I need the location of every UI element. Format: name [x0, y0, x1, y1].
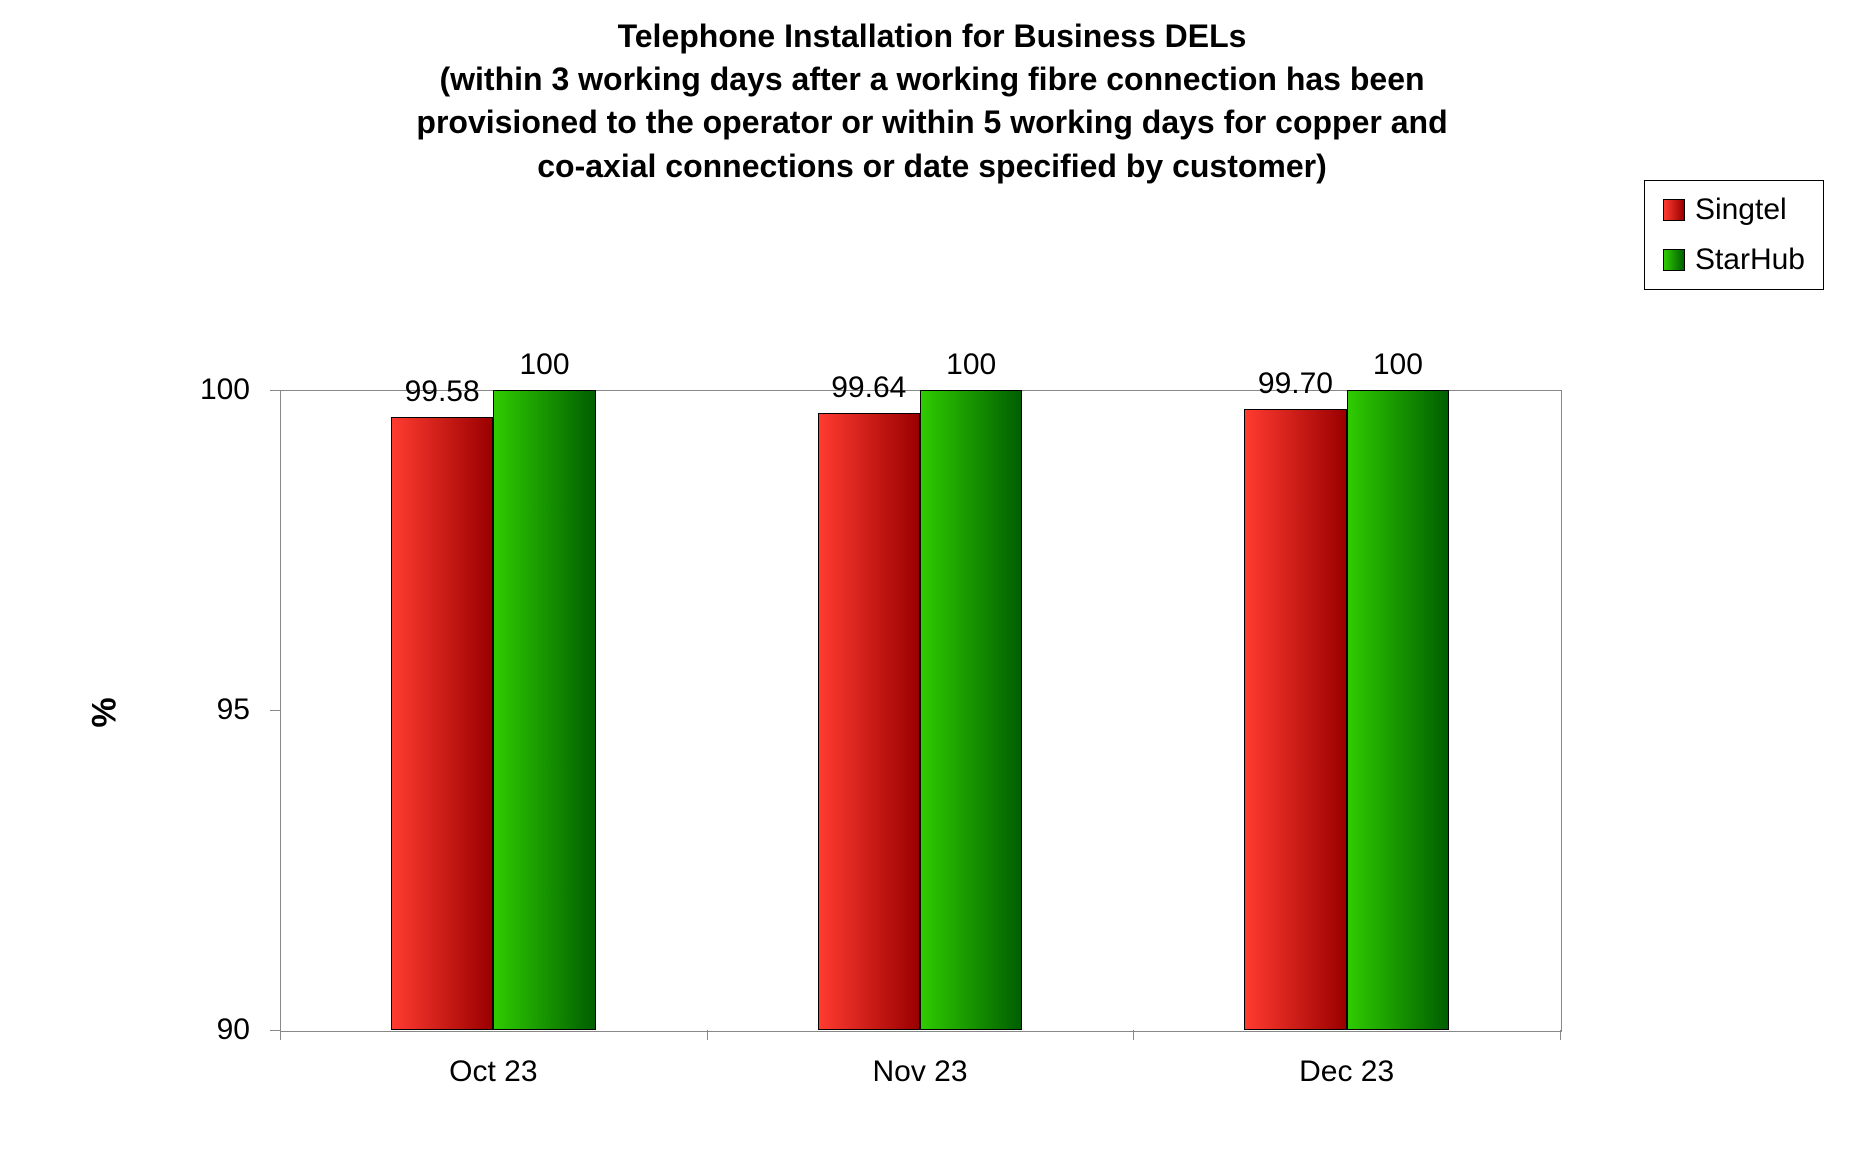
bar [818, 413, 920, 1030]
x-tick-label: Oct 23 [393, 1055, 593, 1089]
bar [1244, 409, 1346, 1030]
y-tick-label: 90 [160, 1013, 250, 1047]
x-tick-label: Dec 23 [1247, 1055, 1447, 1089]
legend-item: Singtel [1663, 193, 1805, 227]
data-label: 100 [485, 348, 605, 382]
bar [1347, 390, 1449, 1030]
y-tick-label: 95 [160, 693, 250, 727]
y-tick-label: 100 [160, 373, 250, 407]
legend-label: StarHub [1695, 243, 1805, 277]
legend-label: Singtel [1695, 193, 1787, 227]
x-tick-label: Nov 23 [820, 1055, 1020, 1089]
legend-swatch [1663, 199, 1685, 221]
y-tick-mark [270, 1030, 280, 1031]
x-tick-mark [280, 1030, 281, 1040]
x-tick-mark [1560, 1030, 1561, 1040]
data-label: 100 [1338, 348, 1458, 382]
legend: Singtel StarHub [1644, 180, 1824, 290]
legend-item: StarHub [1663, 243, 1805, 277]
bar [920, 390, 1022, 1030]
bar [493, 390, 595, 1030]
y-axis-label: % [86, 697, 125, 727]
bar [391, 417, 493, 1030]
y-tick-mark [270, 710, 280, 711]
chart-title: Telephone Installation for Business DELs… [0, 15, 1864, 188]
data-label: 100 [911, 348, 1031, 382]
legend-swatch [1663, 249, 1685, 271]
y-tick-mark [270, 390, 280, 391]
x-tick-mark [707, 1030, 708, 1040]
x-tick-mark [1133, 1030, 1134, 1040]
